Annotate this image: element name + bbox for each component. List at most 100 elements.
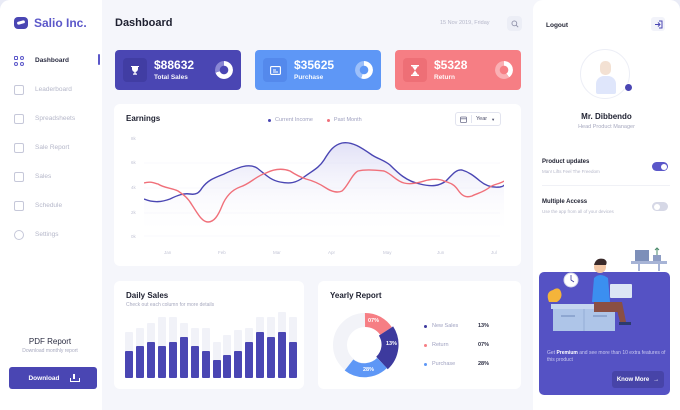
bar-column[interactable] xyxy=(256,312,265,378)
brand-logo-icon xyxy=(14,17,28,29)
sidebar-nav: Dashboard Leaderboard Spreadsheets Sale … xyxy=(0,46,102,249)
bar-value xyxy=(212,359,221,378)
download-icon xyxy=(69,374,80,382)
stat-label: Purchase xyxy=(294,74,324,81)
sidebar-item-dashboard[interactable]: Dashboard xyxy=(0,46,102,75)
sidebar-item-schedule[interactable]: Schedule xyxy=(0,191,102,220)
bar-column[interactable] xyxy=(157,312,166,378)
edit-avatar-icon[interactable] xyxy=(624,83,633,92)
bar-value xyxy=(245,341,254,378)
bar-column[interactable] xyxy=(267,312,276,378)
bar-column[interactable] xyxy=(179,312,188,378)
sidebar-item-settings[interactable]: Settings xyxy=(0,220,102,249)
multiple-access-toggle[interactable] xyxy=(652,202,668,211)
know-more-button[interactable]: Know More → xyxy=(612,371,664,388)
bar-value xyxy=(201,350,210,378)
y-tick: 2k xyxy=(131,210,136,215)
sidebar: Salio Inc. Dashboard Leaderboard Spreads… xyxy=(0,0,102,410)
brand[interactable]: Salio Inc. xyxy=(14,16,87,30)
stat-label: Total Sales xyxy=(154,74,188,81)
bar-value xyxy=(146,341,155,378)
sidebar-item-leaderboard[interactable]: Leaderboard xyxy=(0,75,102,104)
yearly-row-new-sales: New Sales 13% xyxy=(424,323,489,329)
search-button[interactable] xyxy=(507,16,522,31)
x-tick: Feb xyxy=(218,250,226,255)
progress-ring-icon xyxy=(495,61,513,79)
bar-column[interactable] xyxy=(201,312,210,378)
bar-column[interactable] xyxy=(245,312,254,378)
bar-column[interactable] xyxy=(168,312,177,378)
grid-icon xyxy=(14,55,24,66)
sidebar-item-label: Sale Report xyxy=(35,144,70,151)
logout-link[interactable]: Logout xyxy=(546,22,569,29)
current-date: 15 Nov 2019, Friday xyxy=(440,20,490,26)
report-icon xyxy=(14,142,24,153)
stat-card-return[interactable]: $5328 Return xyxy=(395,50,521,90)
progress-ring-icon xyxy=(355,61,373,79)
bar-column[interactable] xyxy=(223,312,232,378)
yearly-donut-chart xyxy=(333,313,399,378)
setting-multiple-access-subtitle: Use the app from all of your devices xyxy=(542,209,614,214)
hourglass-icon xyxy=(403,58,427,82)
download-button[interactable]: Download xyxy=(9,367,97,389)
yearly-row-purchase: Purchase 28% xyxy=(424,361,489,367)
daily-sales-bar-chart xyxy=(125,312,298,378)
avatar[interactable] xyxy=(580,49,630,99)
daily-sales-subtitle: Check out each column for more details xyxy=(126,302,215,308)
sidebar-item-label: Spreadsheets xyxy=(35,115,76,122)
progress-ring-icon xyxy=(215,61,233,79)
bar-column[interactable] xyxy=(289,312,298,378)
donut-label-return: 07% xyxy=(368,318,380,324)
x-tick: Jul xyxy=(491,250,497,255)
promo-highlight: Premium xyxy=(556,350,578,356)
bar-column[interactable] xyxy=(135,312,144,378)
earnings-title: Earnings xyxy=(126,114,161,123)
sidebar-item-label: Leaderboard xyxy=(35,86,72,93)
y-tick: 0k xyxy=(131,234,136,239)
promo-illustration xyxy=(547,247,667,331)
y-tick: 6k xyxy=(131,160,136,165)
sidebar-item-sale-report[interactable]: Sale Report xyxy=(0,133,102,162)
x-tick: Mar xyxy=(273,250,281,255)
donut-label-new-sales: 13% xyxy=(386,341,398,347)
bar-column[interactable] xyxy=(190,312,199,378)
table-icon xyxy=(14,113,24,124)
bar-value xyxy=(223,355,232,378)
bar-value xyxy=(289,341,298,378)
bar-value xyxy=(168,341,177,378)
setting-multiple-access-title: Multiple Access xyxy=(542,199,588,205)
sidebar-item-sales[interactable]: Sales xyxy=(0,162,102,191)
user-name: Mr. Dibbendo xyxy=(581,112,632,121)
bar-column[interactable] xyxy=(278,312,287,378)
x-tick: Apr xyxy=(328,250,336,255)
yearly-row-return: Return 07% xyxy=(424,342,489,348)
arrow-right-icon: → xyxy=(653,376,660,383)
bar-column[interactable] xyxy=(234,312,243,378)
daily-sales-title: Daily Sales xyxy=(126,291,169,300)
pdf-report-subtitle: Download monthly report xyxy=(22,348,78,354)
product-updates-toggle[interactable] xyxy=(652,162,668,171)
stat-card-purchase[interactable]: $35625 Purchase xyxy=(255,50,381,90)
trophy-icon xyxy=(123,58,147,82)
setting-product-updates-subtitle: Man! Lifts Feel The Freedom xyxy=(542,169,600,174)
period-select-value: Year xyxy=(476,116,488,122)
bar-column[interactable] xyxy=(125,312,133,378)
caret-down-icon: ▼ xyxy=(491,116,496,122)
calendar-icon xyxy=(460,116,467,123)
bar-column[interactable] xyxy=(212,312,221,378)
bar-value xyxy=(179,337,188,378)
stat-value: $5328 xyxy=(434,58,468,72)
stat-card-total-sales[interactable]: $88632 Total Sales xyxy=(115,50,241,90)
legend-dot-icon xyxy=(268,118,271,122)
sidebar-item-label: Dashboard xyxy=(35,57,69,64)
pdf-report-title: PDF Report xyxy=(28,337,72,346)
bar-column[interactable] xyxy=(146,312,155,378)
page-title: Dashboard xyxy=(115,17,173,29)
bar-value xyxy=(278,332,287,378)
legend-current-income: Current Income xyxy=(268,117,313,123)
period-select[interactable]: Year ▼ xyxy=(455,112,501,126)
logout-button[interactable] xyxy=(651,17,665,31)
bar-value xyxy=(256,332,265,378)
sidebar-item-spreadsheets[interactable]: Spreadsheets xyxy=(0,104,102,133)
legend-dot-icon xyxy=(326,118,330,122)
